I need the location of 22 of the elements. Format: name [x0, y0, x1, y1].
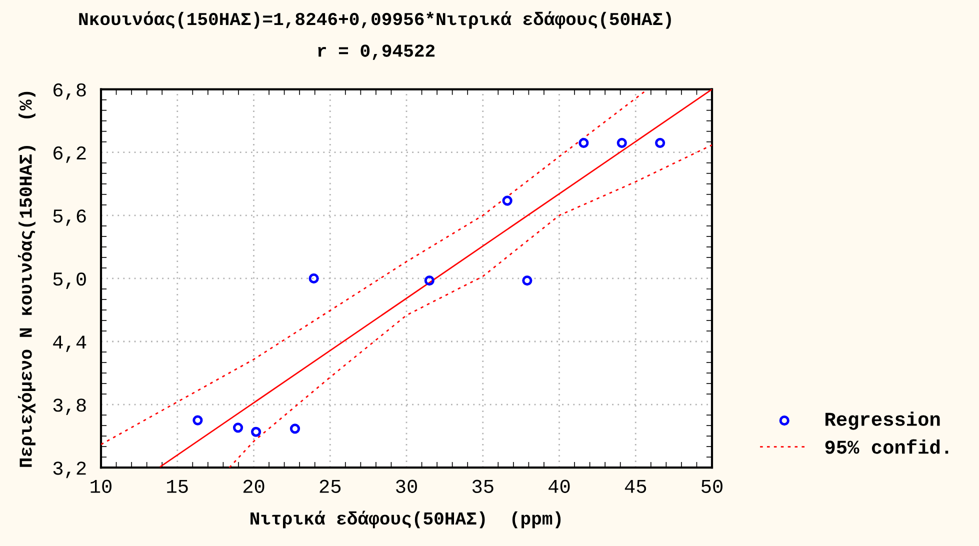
y-tick-label: 5,0	[53, 272, 86, 289]
y-tick-label: 6,2	[54, 146, 86, 163]
chart-title: Nκουινόας(150ΗΑΣ)=1,8246+0,09956*Νιτρικά εδάφους(50ΗΑΣ)	[79, 11, 671, 29]
x-tick-label: 35	[472, 480, 494, 493]
y-tick-label: 6,8	[54, 83, 86, 100]
x-tick-label: 10	[90, 480, 112, 493]
legend-label: 95% confid.	[825, 439, 948, 454]
y-tick-label: 3,2	[53, 462, 86, 478]
x-tick-label: 20	[243, 480, 264, 493]
x-tick-label: 40	[548, 480, 570, 493]
legend-label: Regression	[826, 412, 940, 430]
x-tick-label: 15	[167, 480, 188, 493]
x-tick-label: 30	[396, 480, 417, 493]
x-tick-label: 25	[320, 480, 341, 493]
chart-subtitle: r = 0,94522	[318, 44, 435, 60]
y-axis-title: Περιεχόμενο Ν κουινόας(150ΗΑΣ) (%)	[18, 92, 36, 467]
x-tick-label: 50	[702, 480, 722, 493]
y-tick-label: 3,8	[53, 398, 86, 416]
y-tick-label: 4,4	[53, 336, 86, 352]
x-tick-label: 45	[624, 480, 646, 493]
x-axis-title: Νιτρικά εδάφους(50ΗΑΣ) (ppm)	[250, 510, 561, 528]
y-tick-label: 5,6	[53, 209, 86, 226]
